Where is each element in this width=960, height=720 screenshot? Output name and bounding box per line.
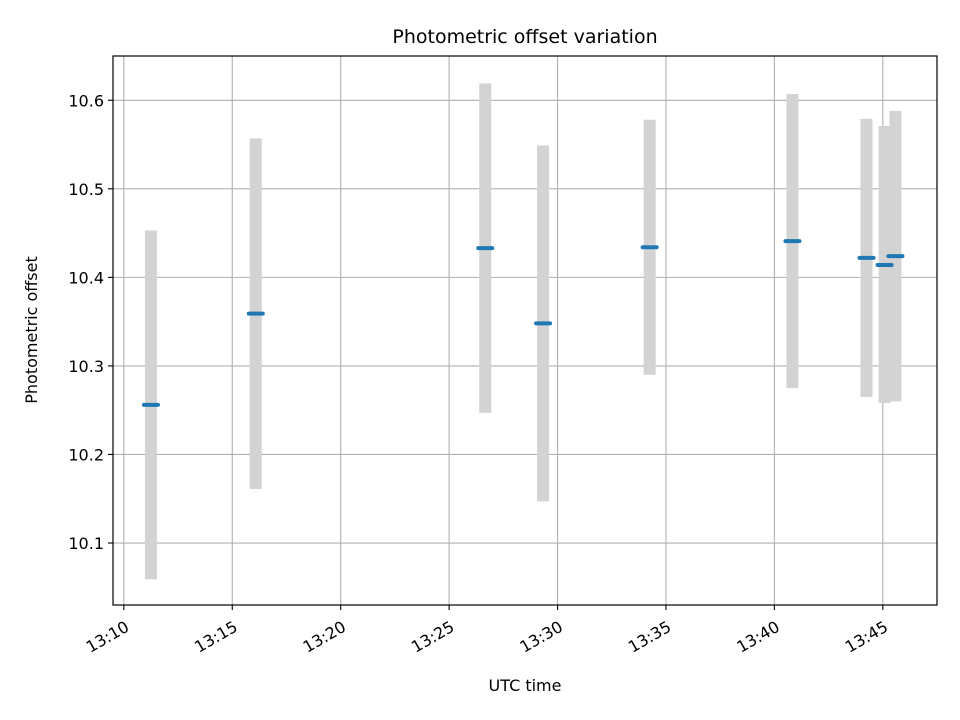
- plot-frame: [112, 55, 938, 606]
- x-tick-label: 13:45: [842, 617, 891, 657]
- chart-title: Photometric offset variation: [392, 26, 657, 48]
- y-tick-label: 10.4: [68, 268, 104, 287]
- x-axis-label: UTC time: [489, 676, 562, 695]
- x-axis-ticks: 13:10 13:15 13:20 13:25 13:30 13:35 13:40 13:45: [83, 605, 891, 657]
- y-tick-label: 10.3: [68, 357, 104, 376]
- x-tick-label: 13:40: [733, 617, 782, 657]
- x-tick-label: 13:15: [191, 617, 240, 657]
- grid: [113, 56, 937, 605]
- x-tick-label: 13:35: [625, 617, 674, 657]
- y-tick-label: 10.1: [68, 534, 104, 553]
- y-tick-label: 10.2: [68, 445, 104, 464]
- markers: [141, 239, 905, 407]
- x-tick-label: 13:20: [300, 617, 349, 657]
- y-axis-label: Photometric offset: [22, 256, 41, 404]
- y-tick-label: 10.6: [68, 91, 104, 110]
- errorbars: [144, 83, 902, 580]
- y-tick-label: 10.5: [68, 180, 104, 199]
- x-tick-label: 13:30: [516, 617, 565, 657]
- x-tick-label: 13:25: [408, 617, 457, 657]
- x-tick-label: 13:10: [83, 617, 132, 657]
- y-axis-ticks: 10.1 10.2 10.3 10.4 10.5 10.6: [68, 91, 113, 553]
